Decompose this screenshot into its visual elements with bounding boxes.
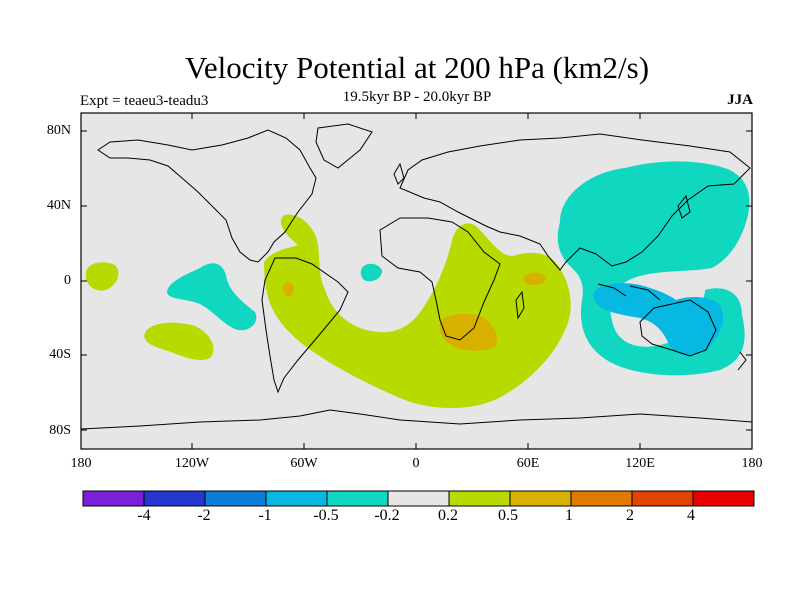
contour-negative-east-pacific <box>167 263 257 331</box>
colorbar-box-10 <box>631 490 694 507</box>
colorbar-box-8 <box>509 490 572 507</box>
coastline-madagascar <box>515 290 525 320</box>
colorbar-label-5: -0.2 <box>374 507 400 524</box>
colorbar-label-4: -0.5 <box>313 507 339 524</box>
colorbar-label-2: -2 <box>197 507 211 524</box>
coastlines <box>81 123 752 430</box>
contour-positive-amazon <box>282 282 295 296</box>
colorbar-box-5 <box>326 490 389 507</box>
colorbar-box-9 <box>570 490 633 507</box>
contour-negative-maritime <box>593 283 724 356</box>
contour-fields <box>85 161 750 409</box>
colorbar-label-9: 2 <box>626 507 634 524</box>
colorbar-box-7 <box>448 490 511 507</box>
season-label: JJA <box>727 92 753 108</box>
chart-title: Velocity Potential at 200 hPa (km2/s) <box>184 50 650 85</box>
coastline-africa <box>379 217 501 341</box>
y-tick-40n: 40N <box>46 198 71 213</box>
colorbar-label-3: -1 <box>258 507 272 524</box>
contour-positive-north-pacific <box>85 262 119 291</box>
colorbar-box-1 <box>82 490 145 507</box>
colorbar-box-4 <box>265 490 328 507</box>
coastline-europe-asia <box>399 133 751 271</box>
y-tick-0: 0 <box>64 273 71 288</box>
y-tick-40s: 40S <box>49 347 71 362</box>
chart-subtitle: 19.5kyr BP - 20.0kyr BP <box>342 89 492 105</box>
coastline-north-america <box>97 129 317 263</box>
y-tick-80n: 80N <box>46 123 71 138</box>
coastline-japan <box>677 194 691 219</box>
map-ticks <box>81 113 752 449</box>
colorbar-label-10: 4 <box>687 507 695 524</box>
coastline-new-zealand <box>737 351 747 371</box>
colorbar <box>82 490 755 507</box>
colorbar-box-3 <box>204 490 267 507</box>
x-tick-120w: 120W <box>174 456 210 471</box>
coastline-greenland <box>315 123 373 169</box>
coastline-antarctica <box>81 409 752 430</box>
colorbar-label-7: 0.5 <box>498 507 518 524</box>
x-tick-180w: 180 <box>70 456 92 471</box>
colorbar-label-1: -4 <box>137 507 151 524</box>
coastline-uk <box>393 162 405 185</box>
contour-positive-atlantic-africa <box>264 214 571 409</box>
colorbar-label-6: 0.2 <box>438 507 458 524</box>
experiment-label: Expt = teaeu3-teadu3 <box>80 93 209 109</box>
x-tick-180e: 180 <box>741 456 763 471</box>
x-tick-60w: 60W <box>290 456 318 471</box>
colorbar-box-2 <box>143 490 206 507</box>
coastline-australia <box>639 299 717 357</box>
coastline-south-america <box>261 257 349 394</box>
colorbar-label-8: 1 <box>565 507 573 524</box>
coastline-indonesia <box>597 283 661 301</box>
colorbar-box-6 <box>387 490 450 507</box>
contour-positive-indian-ocean <box>523 272 546 286</box>
colorbar-box-11 <box>692 490 755 507</box>
x-tick-120e: 120E <box>625 456 655 471</box>
x-tick-60e: 60E <box>516 456 540 471</box>
contour-negative-atlantic <box>360 263 383 282</box>
y-tick-80s: 80S <box>49 423 71 438</box>
contour-positive-south-pacific <box>144 322 214 360</box>
x-tick-0: 0 <box>412 456 420 471</box>
